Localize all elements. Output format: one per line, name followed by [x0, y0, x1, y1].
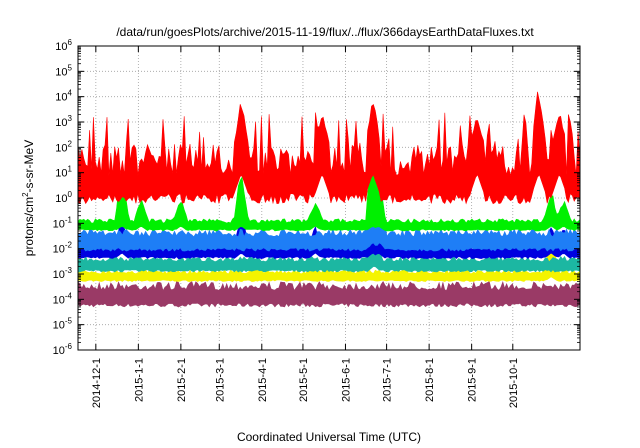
x-axis-label: Coordinated Universal Time (UTC)	[237, 430, 421, 444]
y-tick-label: 104	[55, 89, 72, 104]
chart-title: /data/run/goesPlots/archive/2015-11-19/f…	[116, 25, 534, 39]
plot-area	[77, 91, 581, 308]
x-tick-label: 2015-7-1	[382, 358, 394, 402]
y-tick-label: 10-2	[53, 241, 73, 256]
x-tick-label: 2015-4-1	[257, 358, 269, 402]
y-axis: 10-6 10-5 10-4 10-3 10-2 10-1 100 101 102 103 104 1…	[53, 38, 580, 357]
x-tick-label: 2015-8-1	[424, 358, 436, 402]
y-tick-label: 10-4	[53, 291, 73, 306]
y-tick-label: 101	[55, 165, 72, 180]
y-tick-label: 102	[55, 139, 72, 154]
x-tick-label: 2015-9-1	[467, 358, 479, 402]
x-tick-label: 2015-2-1	[176, 358, 188, 402]
x-tick-label: 2015-6-1	[340, 358, 352, 402]
y-tick-label: 10-5	[53, 317, 73, 332]
x-axis: 2014-12-1 2015-1-1 2015-2-1 2015-3-1 2015-4-…	[91, 46, 520, 408]
y-tick-label: 106	[55, 38, 72, 53]
series-band	[77, 91, 581, 205]
y-tick-label: 10-3	[53, 266, 73, 281]
y-axis-label-rest: -s-sr-MeV	[22, 140, 36, 193]
y-tick-label: 105	[55, 63, 72, 78]
x-tick-label: 2015-3-1	[214, 358, 226, 402]
y-tick-label: 10-1	[53, 215, 73, 230]
y-tick-label: 10-6	[53, 342, 73, 357]
y-axis-label-base: protons/cm	[22, 197, 36, 256]
y-tick-label: 100	[55, 190, 72, 205]
x-tick-label: 2015-1-1	[133, 358, 145, 402]
x-tick-label: 2015-5-1	[298, 358, 310, 402]
y-axis-label-sup: 2	[21, 192, 30, 197]
y-axis-label: protons/cm2-s-sr-MeV	[21, 140, 36, 256]
x-tick-label: 2014-12-1	[91, 358, 103, 408]
series-band	[77, 280, 581, 308]
x-tick-label: 2015-10-1	[508, 358, 520, 408]
y-tick-label: 103	[55, 114, 72, 129]
